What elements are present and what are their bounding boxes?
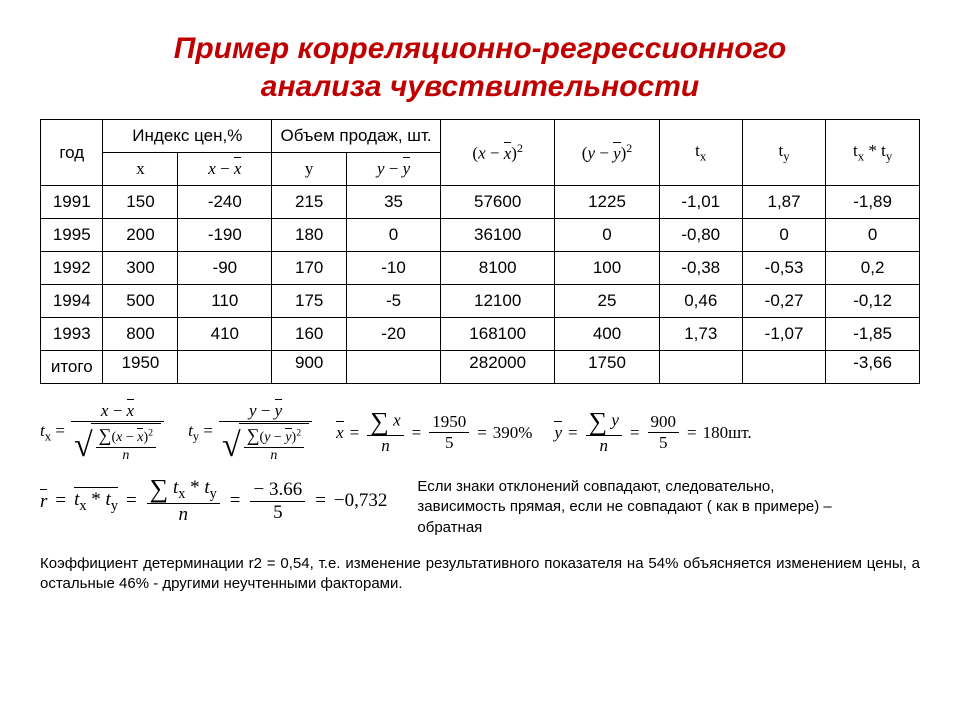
col-tx: tx (659, 120, 742, 186)
col-x: x (103, 153, 178, 186)
totals-row: итого 1950 900 282000 1750 -3,66 (41, 351, 920, 384)
formula-xmean: x = ∑ x n = 1950 5 = 390% (336, 410, 532, 454)
formula-tx: tx = x − x √ ∑(x − x)2 n (40, 402, 166, 463)
direction-note: Если знаки отклонений совпадают, следова… (417, 477, 837, 538)
col-xd: x − x (178, 153, 272, 186)
slide-title: Пример корреляционно-регрессионного анал… (40, 30, 920, 105)
col-ty: ty (742, 120, 825, 186)
formula-r: r = tx * ty = ∑ tx * ty n = − 3.66 5 = −… (40, 477, 387, 525)
col-yd: y − y (347, 153, 441, 186)
correlation-table: год Индекс цен,% Объем продаж, шт. (x − … (40, 119, 920, 384)
col-index: Индекс цен,% (103, 120, 272, 153)
table-row: 1991 150 -240 215 35 57600 1225 -1,01 1,… (41, 186, 920, 219)
col-sales: Объем продаж, шт. (272, 120, 441, 153)
formulas-block: tx = x − x √ ∑(x − x)2 n (40, 402, 920, 538)
determination-note: Коэффициент детерминации r2 = 0,54, т.е.… (40, 554, 920, 595)
col-txty: tx * ty (826, 120, 920, 186)
title-line-1: Пример корреляционно-регрессионного (174, 32, 786, 65)
header-row-1: год Индекс цен,% Объем продаж, шт. (x − … (41, 120, 920, 153)
col-xx: (x − x)2 (440, 120, 555, 186)
formula-ty: ty = y − y √ ∑(y − y)2 n (188, 402, 314, 463)
col-y: y (272, 153, 347, 186)
formula-ymean: y = ∑ y n = 900 5 = 180шт. (554, 410, 751, 454)
col-year: год (41, 120, 103, 186)
table-row: 1995 200 -190 180 0 36100 0 -0,80 0 0 (41, 219, 920, 252)
table-row: 1994 500 110 175 -5 12100 25 0,46 -0,27 … (41, 285, 920, 318)
title-line-2: анализа чувствительности (261, 70, 699, 103)
table-row: 1992 300 -90 170 -10 8100 100 -0,38 -0,5… (41, 252, 920, 285)
col-yy: (y − y)2 (555, 120, 659, 186)
table-row: 1993 800 410 160 -20 168100 400 1,73 -1,… (41, 318, 920, 351)
